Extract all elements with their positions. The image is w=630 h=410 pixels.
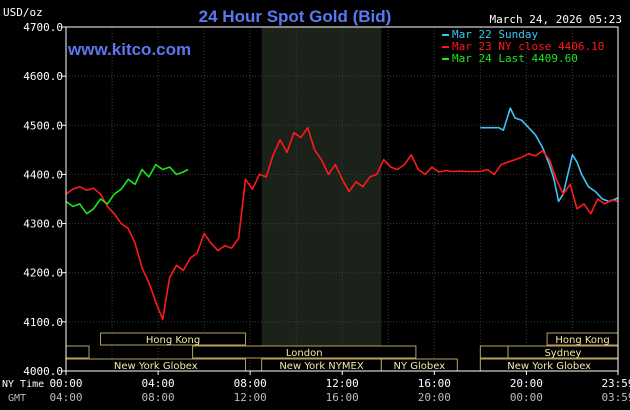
x-tick-label-gmt: 03:59 (601, 391, 630, 404)
x-tick-label-ny: 20:00 (510, 377, 543, 390)
legend-entry: Mar 22 Sunday (452, 28, 538, 41)
x-tick-label-gmt: 16:00 (326, 391, 359, 404)
y-tick-label: 4200.0 (23, 267, 63, 280)
session-label: Sydney (544, 348, 581, 359)
site-watermark: www.kitco.com (67, 40, 191, 59)
legend-entry: Mar 23 NY close 4406.10 (452, 40, 604, 53)
session-label: Hong Kong (555, 335, 609, 346)
nymex-hours-shading (261, 27, 382, 371)
x-tick-label-ny: 00:00 (49, 377, 82, 390)
session-bar (192, 345, 417, 359)
session-label: London (286, 348, 323, 359)
chart-title: 24 Hour Spot Gold (Bid) (199, 7, 392, 26)
x-tick-label-gmt: 12:00 (234, 391, 267, 404)
session-label: NY Globex (394, 361, 446, 372)
y-tick-label: 4000.0 (23, 365, 63, 378)
series-line-2 (65, 163, 189, 215)
y-tick-label: 4300.0 (23, 218, 63, 231)
x-tick-label-gmt: 00:00 (510, 391, 543, 404)
session-bar (65, 345, 90, 359)
y-tick-label: 4500.0 (23, 119, 63, 132)
axes: 4700.0 4600.0 4500.0 4400.0 4300.0 4200.0 4100… (23, 21, 630, 404)
legend-entry: Mar 24 Last 4409.60 (452, 52, 578, 65)
x-tick-label-gmt: 04:00 (49, 391, 82, 404)
plot-area: Hong Kong London New York Globex New York N… (65, 26, 619, 372)
y-tick-label: 4600.0 (23, 70, 63, 83)
x-tick-label-gmt: 20:00 (418, 391, 451, 404)
session-label: New York Globex (507, 361, 591, 372)
x-axis-row-label-ny: NY Time (2, 379, 44, 390)
session-bar (479, 345, 509, 359)
x-tick-label-ny: 16:00 (418, 377, 451, 390)
y-tick-label: 4700.0 (23, 21, 63, 34)
x-tick-label-ny: 23:59 (601, 377, 630, 390)
session-bar (100, 332, 247, 346)
session-label: Hong Kong (146, 335, 200, 346)
x-tick-label-gmt: 08:00 (142, 391, 175, 404)
x-tick-label-ny: 04:00 (142, 377, 175, 390)
x-tick-label-ny: 12:00 (326, 377, 359, 390)
series-line-1 (65, 126, 619, 321)
session-label: New York NYMEX (279, 361, 364, 372)
y-tick-label: 4100.0 (23, 316, 63, 329)
series-line-0 (480, 107, 619, 203)
timestamp: March 24, 2026 05:23 (490, 13, 622, 26)
x-tick-label-ny: 08:00 (234, 377, 267, 390)
y-axis-unit-label: USD/oz (3, 6, 43, 19)
session-label: New York Globex (114, 361, 198, 372)
x-axis-row-label-gmt: GMT (8, 393, 26, 404)
y-tick-label: 4400.0 (23, 168, 63, 181)
